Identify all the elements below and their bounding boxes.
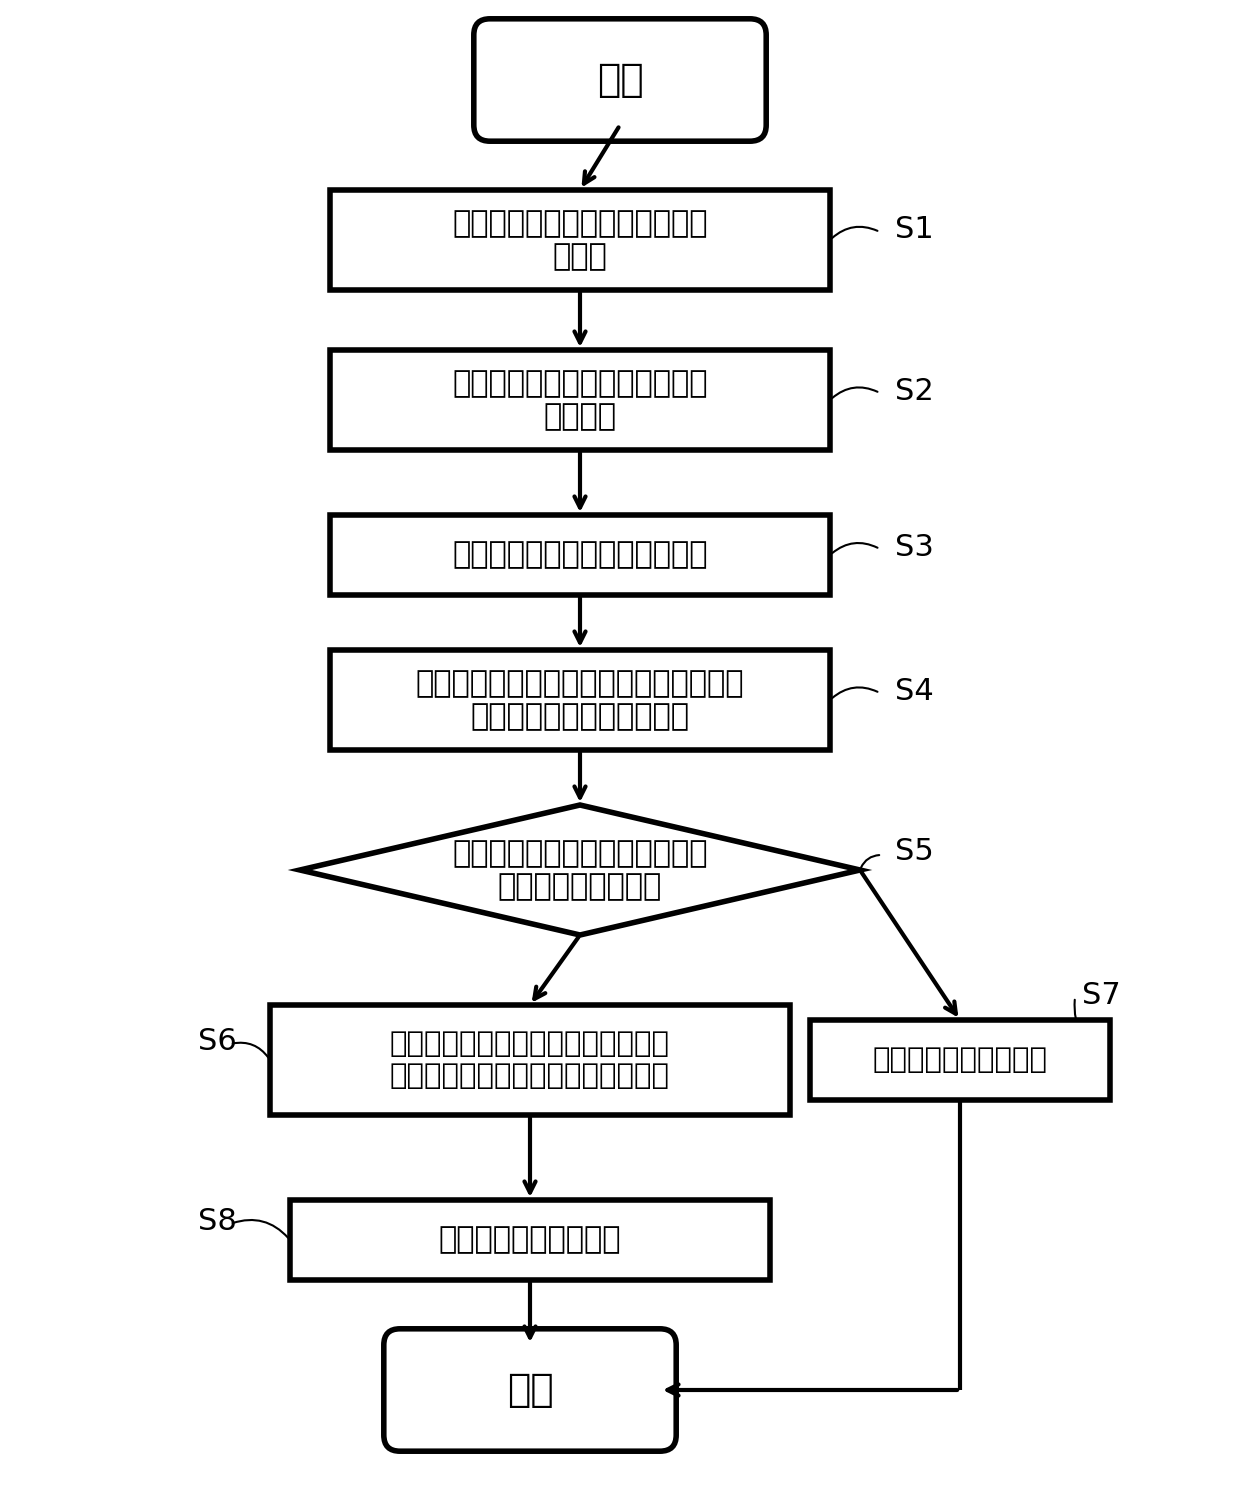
FancyBboxPatch shape — [384, 1329, 676, 1452]
Text: 结束: 结束 — [507, 1371, 553, 1408]
Text: 获取所有车辆的次日充放电时间
段数据: 获取所有车辆的次日充放电时间 段数据 — [453, 209, 708, 272]
Text: 开始: 开始 — [596, 61, 644, 98]
Text: S5: S5 — [895, 837, 934, 867]
Polygon shape — [300, 806, 861, 935]
Text: S6: S6 — [198, 1028, 237, 1056]
Text: 次日时间离散为多个时隙并生成
时间集合: 次日时间离散为多个时隙并生成 时间集合 — [453, 369, 708, 431]
Bar — [270, 1006, 790, 1115]
Bar — [330, 515, 830, 595]
Bar — [330, 651, 830, 750]
Text: S1: S1 — [895, 215, 934, 245]
Bar — [330, 189, 830, 289]
Text: 获取电力潮流数据和灵敏度数据: 获取电力潮流数据和灵敏度数据 — [453, 540, 708, 570]
Text: 根据实际充放电时间段数据重新计算
后续每个时隙每台车辆的充放电功率: 根据实际充放电时间段数据重新计算 后续每个时隙每台车辆的充放电功率 — [391, 1029, 670, 1091]
Bar — [290, 1200, 770, 1280]
Bar — [330, 351, 830, 451]
Text: 实际充放电时间段数据与次日充
放电时间段数据匹配: 实际充放电时间段数据与次日充 放电时间段数据匹配 — [453, 839, 708, 901]
Text: 根据灵敏度数据采用内点法计算次日每个
时隙每台车辆的充放电功率: 根据灵敏度数据采用内点法计算次日每个 时隙每台车辆的充放电功率 — [415, 668, 744, 731]
Text: S2: S2 — [895, 377, 934, 406]
Text: S3: S3 — [895, 534, 934, 562]
Text: 根据首次计算结果执行: 根据首次计算结果执行 — [873, 1046, 1048, 1074]
Text: S7: S7 — [1083, 980, 1121, 1010]
Bar — [810, 1021, 1110, 1100]
FancyBboxPatch shape — [474, 19, 766, 142]
Text: S8: S8 — [198, 1207, 237, 1237]
Text: S4: S4 — [895, 677, 934, 707]
Text: 根据重新计算结果执行: 根据重新计算结果执行 — [439, 1225, 621, 1255]
